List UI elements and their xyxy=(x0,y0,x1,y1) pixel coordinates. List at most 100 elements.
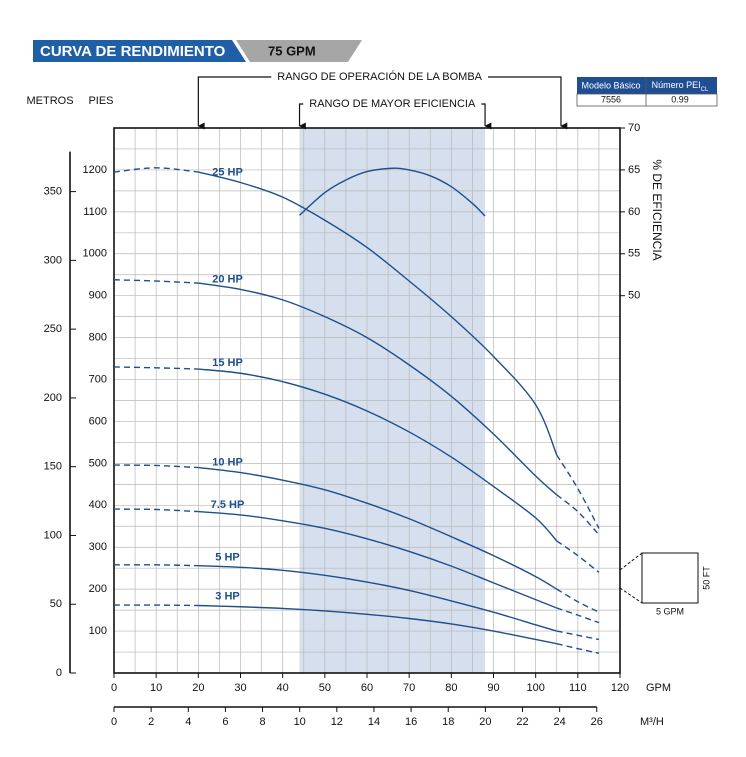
y-metros-tick-label: 200 xyxy=(44,392,62,404)
x2-tick-label: 14 xyxy=(368,716,380,728)
table-row-bg xyxy=(576,93,718,107)
y-tick-label: 700 xyxy=(89,373,107,385)
x2-tick-label: 8 xyxy=(259,716,265,728)
pump-curve xyxy=(113,167,199,173)
y-metros-tick-label: 100 xyxy=(44,529,62,541)
pump-curve xyxy=(556,588,600,613)
pump-curve xyxy=(556,454,600,529)
table-header-bg xyxy=(577,77,717,94)
y2-tick-label: 70 xyxy=(628,122,640,134)
y-tick-label: 500 xyxy=(89,457,107,469)
scale-guide xyxy=(619,587,643,604)
scale-y-label: 50 FT xyxy=(701,566,711,590)
pump-curve xyxy=(113,366,199,370)
x-tick-label: 10 xyxy=(150,682,162,694)
x2-tick-label: 0 xyxy=(111,716,117,728)
y-tick-label: 900 xyxy=(89,290,107,302)
y-label: PIES xyxy=(88,95,113,107)
curve-label: 7.5 HP xyxy=(211,499,245,511)
header-tab-bg xyxy=(236,40,362,62)
pump-curve xyxy=(113,464,199,469)
x2-tick-label: 6 xyxy=(222,716,228,728)
y-metros-tick-label: 300 xyxy=(44,254,62,266)
y2-tick-label: 60 xyxy=(628,206,640,218)
table-header-sub: CL xyxy=(701,87,709,93)
y-tick-label: 200 xyxy=(89,583,107,595)
pump-curve xyxy=(198,171,558,456)
x-label: GPM xyxy=(646,682,671,694)
x-tick-label: 80 xyxy=(445,682,457,694)
y2-tick-label: 50 xyxy=(628,290,640,302)
x-tick-label: 70 xyxy=(403,682,415,694)
table-cell: 7556 xyxy=(601,94,621,104)
y-tick-label: 400 xyxy=(89,499,107,511)
y-metros-label: METROS xyxy=(26,95,73,107)
pump-curve xyxy=(198,510,558,609)
curve-label: 25 HP xyxy=(212,166,243,178)
scale-box xyxy=(641,552,699,604)
x-tick-label: 110 xyxy=(569,682,587,694)
x2-tick-label: 22 xyxy=(516,716,528,728)
y-metros-tick-label: 250 xyxy=(44,323,62,335)
y-tick-label: 100 xyxy=(89,625,107,637)
efficiency-curve xyxy=(299,167,486,217)
range-bracket xyxy=(197,76,272,130)
y-metros-tick-label: 0 xyxy=(56,667,62,679)
x2-tick-label: 16 xyxy=(405,716,417,728)
curve-label: 3 HP xyxy=(215,591,239,603)
range-bracket xyxy=(481,103,492,130)
y-metros-tick-label: 350 xyxy=(44,186,62,198)
curve-label: 5 HP xyxy=(215,551,239,563)
header-title-bg xyxy=(33,40,246,62)
pump-curve xyxy=(556,540,600,573)
y2-label: % DE EFICIENCIA xyxy=(650,159,664,260)
pump-curve xyxy=(556,630,600,641)
range-label: RANGO DE MAYOR EFICIENCIA xyxy=(309,98,476,110)
y2-tick-label: 65 xyxy=(628,164,640,176)
y-tick-label: 800 xyxy=(89,332,107,344)
x-tick-label: 50 xyxy=(319,682,331,694)
pump-curve xyxy=(113,508,199,513)
y2-tick-label: 55 xyxy=(628,248,640,260)
x-tick-label: 100 xyxy=(526,682,544,694)
range-bracket xyxy=(488,76,568,130)
pump-curve xyxy=(113,564,199,567)
y-tick-label: 600 xyxy=(89,415,107,427)
x2-tick-label: 24 xyxy=(554,716,566,728)
x-tick-label: 90 xyxy=(487,682,499,694)
x-tick-label: 120 xyxy=(611,682,629,694)
curve-label: 15 HP xyxy=(212,357,243,369)
scale-guide xyxy=(619,552,643,571)
pump-curve xyxy=(198,564,557,632)
table-header: Número PEICL xyxy=(652,80,709,92)
y-tick-label: 1100 xyxy=(83,206,107,218)
x-tick-label: 0 xyxy=(111,682,117,694)
curve-label: 20 HP xyxy=(212,273,243,285)
x-tick-label: 20 xyxy=(192,682,204,694)
table-header: Modelo Básico xyxy=(581,80,640,90)
range-bracket xyxy=(298,103,306,130)
scale-x-label: 5 GPM xyxy=(656,606,684,616)
pump-curve xyxy=(198,282,558,496)
x2-label: M³/H xyxy=(640,716,664,728)
x2-tick-label: 2 xyxy=(148,716,154,728)
x2-tick-label: 4 xyxy=(185,716,191,728)
y-tick-label: 300 xyxy=(89,541,107,553)
table-cell: 0.99 xyxy=(671,94,689,104)
pump-curve xyxy=(556,494,600,536)
table-header-text: Número PEI xyxy=(652,80,701,90)
x2-tick-label: 12 xyxy=(331,716,343,728)
x-tick-label: 60 xyxy=(361,682,373,694)
header-title: CURVA DE RENDIMIENTO xyxy=(40,43,226,60)
pump-curve xyxy=(113,279,199,284)
range-label: RANGO DE OPERACIÓN DE LA BOMBA xyxy=(277,70,482,83)
y-metros-tick-label: 50 xyxy=(50,598,62,610)
y-tick-label: 1000 xyxy=(83,248,107,260)
curve-label: 10 HP xyxy=(212,457,243,469)
x-tick-label: 40 xyxy=(277,682,289,694)
pump-curve xyxy=(198,466,558,590)
y-tick-label: 1200 xyxy=(83,164,107,176)
x-tick-label: 30 xyxy=(234,682,246,694)
x2-tick-label: 10 xyxy=(294,716,306,728)
